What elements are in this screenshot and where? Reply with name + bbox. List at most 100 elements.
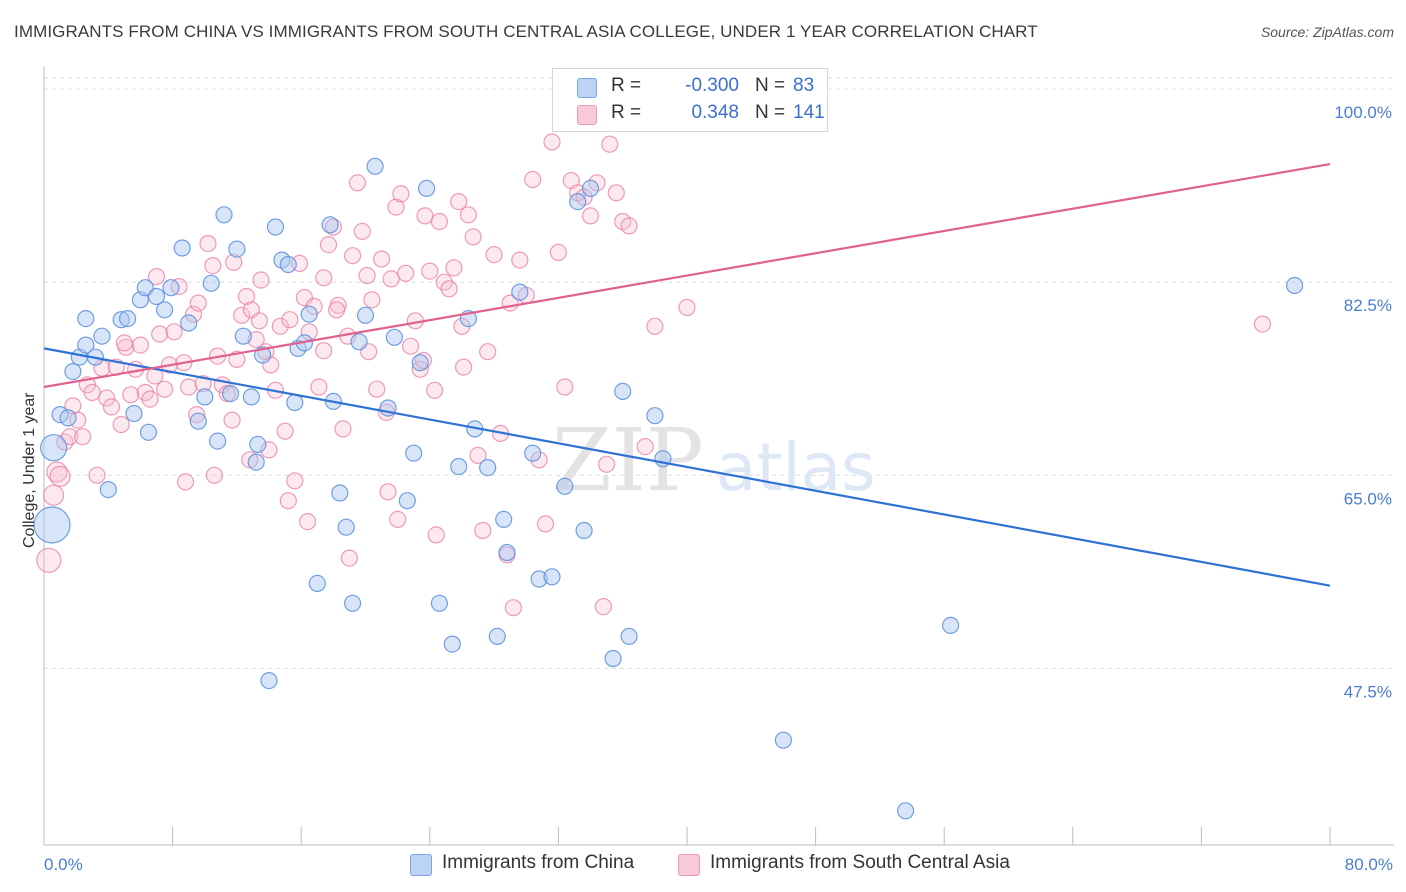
data-point-china — [300, 305, 318, 323]
data-point-china — [941, 616, 960, 635]
data-point-china — [321, 216, 339, 234]
data-point-china — [279, 255, 297, 274]
series-china — [33, 157, 1304, 820]
data-point-china — [411, 354, 429, 372]
data-point-south-central-asia — [98, 389, 116, 407]
chart-title: IMMIGRANTS FROM CHINA VS IMMIGRANTS FROM… — [14, 22, 1038, 41]
data-point-south-central-asia — [184, 305, 203, 323]
data-point-south-central-asia — [299, 512, 317, 531]
data-point-china — [385, 328, 403, 346]
data-point-south-central-asia — [300, 323, 318, 341]
data-point-china — [112, 311, 130, 329]
legend-n-label: N = — [755, 75, 786, 96]
data-point-china — [350, 333, 368, 351]
data-point-china — [266, 218, 285, 236]
data-point-south-central-asia — [205, 466, 223, 484]
data-point-china — [228, 240, 246, 258]
data-point-china — [356, 306, 375, 324]
data-point-south-central-asia — [474, 521, 492, 540]
source-credit: Source: ZipAtlas.com — [1260, 24, 1394, 40]
data-point-south-central-asia — [530, 451, 548, 469]
data-point-south-central-asia — [122, 386, 140, 404]
data-point-china — [139, 423, 158, 441]
tick-labels: 47.5% 65.0% 82.5% 100.0% 0.0% 80.0% — [44, 103, 1393, 874]
data-point-south-central-asia — [228, 350, 246, 368]
data-point-south-central-asia — [319, 236, 338, 254]
data-point-south-central-asia — [401, 337, 420, 355]
data-point-south-central-asia — [310, 378, 328, 396]
data-point-china — [569, 193, 587, 211]
legend-r-value: -0.300 — [685, 75, 739, 96]
data-point-china — [398, 492, 416, 510]
y-tick-label: 82.5% — [1344, 296, 1392, 315]
data-point-china — [646, 407, 664, 425]
watermark: ZIP atlas — [552, 411, 876, 511]
data-point-south-central-asia — [131, 336, 149, 354]
data-point-south-central-asia — [597, 455, 616, 473]
data-point-china — [524, 444, 542, 462]
legend-r-value: 0.348 — [691, 102, 739, 123]
data-point-south-central-asia — [389, 510, 407, 529]
data-point-south-central-asia — [334, 420, 352, 438]
trend-lines — [43, 162, 1331, 587]
data-point-china — [575, 521, 593, 540]
y-tick-label: 100.0% — [1334, 103, 1392, 122]
data-point-south-central-asia — [358, 266, 376, 285]
data-point-south-central-asia — [379, 483, 397, 501]
data-point-south-central-asia — [147, 268, 166, 286]
data-point-china — [443, 635, 461, 653]
watermark-zip: ZIP — [552, 411, 704, 511]
data-point-south-central-asia — [279, 492, 297, 510]
legend-r-label: R = — [611, 75, 642, 96]
data-point-south-central-asia — [536, 515, 555, 533]
data-point-south-central-asia — [165, 323, 183, 341]
data-point-south-central-asia — [426, 381, 444, 399]
correlation-legend: R = -0.300 N = 83 R = 0.348 N = 141 — [552, 68, 828, 132]
data-point-south-central-asia — [543, 133, 561, 151]
data-point-south-central-asia — [445, 259, 463, 277]
data-point-south-central-asia — [188, 406, 206, 424]
data-point-south-central-asia — [36, 547, 62, 573]
data-point-china — [260, 671, 278, 690]
data-point-south-central-asia — [382, 270, 400, 288]
data-point-south-central-asia — [411, 360, 429, 378]
data-point-china — [366, 157, 384, 175]
data-point-south-central-asia — [250, 312, 268, 330]
data-point-south-central-asia — [455, 358, 473, 376]
data-point-south-central-asia — [594, 597, 613, 616]
data-point-china — [308, 574, 326, 593]
data-point-south-central-asia — [112, 415, 130, 434]
legend-swatch-china — [577, 78, 597, 98]
data-point-south-central-asia — [556, 378, 574, 396]
data-point-south-central-asia — [485, 246, 503, 264]
data-point-south-central-asia — [276, 422, 294, 440]
trend-line-china — [43, 347, 1331, 587]
series-legend-swatch-south-central-asia — [678, 854, 700, 876]
data-point-south-central-asia — [646, 317, 664, 335]
data-point-south-central-asia — [440, 280, 458, 298]
data-point-china — [581, 179, 600, 197]
data-point-china — [221, 385, 240, 403]
data-point-china — [337, 518, 355, 536]
data-point-south-central-asia — [151, 325, 169, 343]
data-point-south-central-asia — [387, 198, 405, 216]
data-point-south-central-asia — [353, 222, 371, 240]
data-point-south-central-asia — [225, 253, 243, 271]
data-point-south-central-asia — [397, 264, 415, 282]
data-point-china — [77, 336, 95, 354]
data-point-china — [247, 453, 265, 471]
data-point-south-central-asia — [636, 438, 654, 456]
x-tick-label: 80.0% — [1345, 855, 1393, 874]
data-point-china — [479, 459, 497, 477]
data-point-south-central-asia — [464, 228, 482, 246]
data-point-south-central-asia — [601, 135, 619, 153]
data-point-south-central-asia — [368, 380, 386, 398]
legend-swatch-south-central-asia — [577, 105, 597, 125]
data-point-south-central-asia — [1253, 315, 1272, 333]
data-point-south-central-asia — [260, 441, 278, 459]
data-point-china — [614, 382, 632, 400]
data-point-south-central-asia — [524, 170, 542, 189]
data-point-china — [450, 457, 468, 476]
data-point-south-central-asia — [344, 247, 362, 265]
